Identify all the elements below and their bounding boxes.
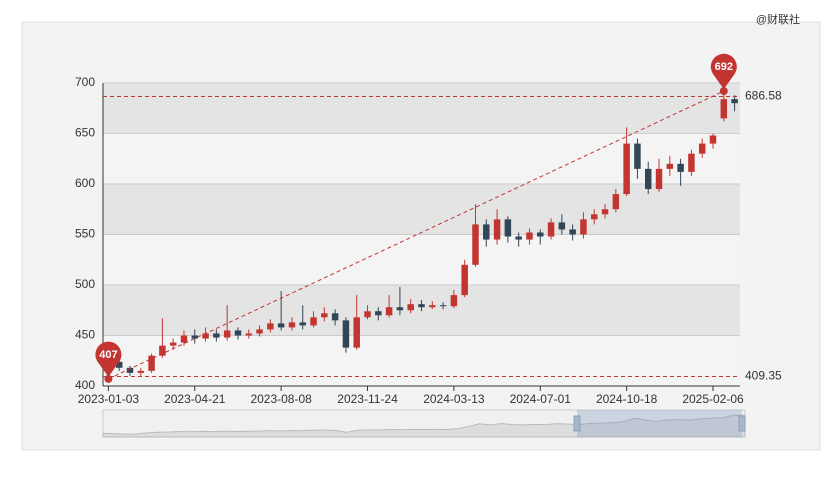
x-tick-label: 2024-10-18 — [596, 392, 658, 406]
candle-body — [256, 329, 263, 334]
mark-point-dot — [719, 87, 728, 96]
candle-body — [115, 361, 123, 368]
candle-body — [321, 313, 328, 318]
y-tick-label: 700 — [75, 75, 95, 89]
candle-body — [472, 224, 479, 265]
candle-body — [720, 99, 728, 119]
candle-body — [731, 99, 738, 104]
grid-band — [103, 335, 740, 386]
candle-body — [504, 219, 512, 237]
candle-body — [677, 163, 684, 172]
trend-line — [108, 90, 725, 380]
candle-body — [601, 209, 609, 215]
candle-body — [526, 232, 533, 240]
candle-body — [515, 236, 522, 240]
candle-body — [288, 322, 296, 328]
x-tick-label: 2024-07-01 — [510, 392, 572, 406]
candle-body — [299, 322, 306, 326]
x-tick-label: 2024-03-13 — [423, 392, 485, 406]
candle-body — [418, 304, 425, 308]
x-tick-label: 2025-02-06 — [682, 392, 744, 406]
candle-body — [644, 168, 652, 190]
candle-body — [159, 345, 166, 356]
zoom-handle[interactable] — [738, 415, 746, 432]
mark-point-dot — [104, 374, 113, 383]
candle-body — [277, 323, 285, 328]
candle-body — [126, 367, 134, 373]
candle-body — [558, 222, 566, 230]
grid-band — [103, 184, 740, 235]
y-tick-label: 650 — [75, 126, 95, 140]
candle-body — [180, 335, 188, 343]
candle-body — [213, 333, 220, 338]
candle-body — [439, 305, 447, 307]
zoom-handle[interactable] — [573, 415, 581, 432]
candle-body — [429, 305, 436, 308]
candle-body — [698, 143, 706, 154]
y-tick-label: 400 — [75, 378, 95, 392]
candle-body — [634, 143, 641, 169]
candle-body — [223, 330, 231, 338]
candle-body — [310, 317, 317, 326]
candle-body — [483, 224, 490, 240]
grid-band — [103, 234, 740, 285]
x-tick-label: 2023-11-24 — [337, 392, 398, 406]
y-tick-label: 500 — [75, 277, 95, 291]
candle-body — [688, 153, 695, 172]
candle-body — [245, 333, 252, 336]
candle-body — [353, 317, 360, 348]
candle-body — [385, 307, 393, 316]
mark-point-pin — [710, 53, 737, 90]
candle-body — [450, 295, 458, 307]
candle-body — [709, 135, 717, 144]
candle-body — [547, 222, 555, 237]
y-tick-label: 550 — [75, 227, 95, 241]
candle-body — [666, 163, 674, 169]
candle-body — [623, 143, 630, 195]
x-tick-label: 2023-08-08 — [250, 392, 312, 406]
candle-body — [202, 333, 209, 339]
x-tick-label: 2023-01-03 — [78, 392, 140, 406]
candle-body — [580, 219, 587, 235]
candle-body — [234, 330, 242, 336]
x-tick-label: 2023-04-21 — [164, 392, 226, 406]
candle-body — [591, 214, 598, 220]
candle-body — [493, 219, 501, 240]
mark-line-label: 686.58 — [745, 89, 782, 103]
y-tick-label: 450 — [75, 328, 95, 342]
candle-body — [148, 355, 155, 371]
candle-body — [169, 342, 177, 346]
candle-body — [267, 323, 274, 330]
mark-point-label: 692 — [715, 61, 733, 73]
candle-body — [569, 229, 576, 235]
candle-body — [364, 311, 371, 318]
candle-body — [375, 311, 382, 316]
candle-body — [407, 304, 414, 311]
candle-body — [612, 194, 620, 210]
candle-body — [461, 264, 468, 296]
y-tick-label: 600 — [75, 176, 95, 190]
zoom-window[interactable] — [577, 410, 742, 437]
mark-point-pin — [95, 341, 122, 377]
candle-body — [331, 313, 339, 321]
candle-body — [191, 335, 199, 339]
candle-body — [537, 232, 544, 237]
grid-band — [103, 133, 740, 184]
candle-body — [396, 307, 404, 311]
candle-body — [342, 320, 350, 348]
mark-point-label: 407 — [99, 349, 117, 361]
mark-line-label: 409.35 — [745, 369, 782, 383]
zoom-area — [102, 414, 746, 438]
candle-body — [137, 370, 145, 373]
candle-body — [655, 168, 663, 190]
watermark: @财联社 — [756, 12, 800, 26]
grid-band — [103, 83, 740, 134]
